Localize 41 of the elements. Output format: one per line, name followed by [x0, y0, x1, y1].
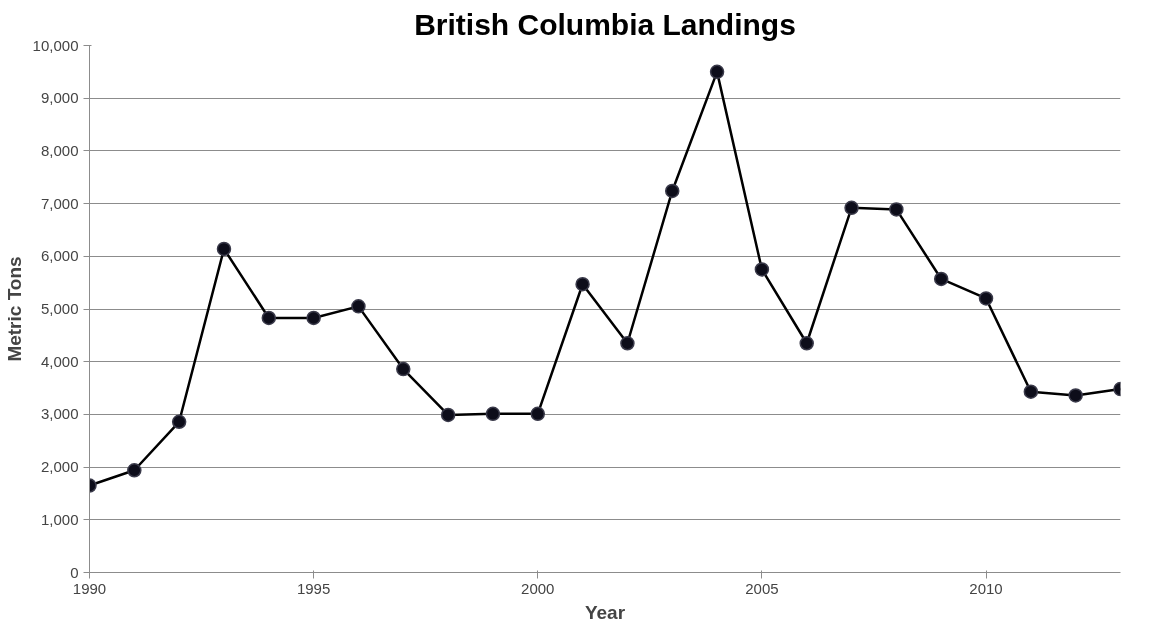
y-axis-title: Metric Tons: [3, 256, 25, 362]
point: [530, 406, 546, 422]
y-tick-label: 6,000: [40, 247, 79, 265]
x-tick-label: 2010: [969, 579, 1003, 597]
point: [889, 202, 904, 217]
point: [575, 276, 590, 292]
y-tick-label: 3,000: [40, 405, 79, 423]
x-tick-label: 2000: [521, 579, 555, 597]
y-tick-label: 5,000: [40, 300, 79, 317]
point: [306, 310, 321, 326]
point: [485, 406, 501, 422]
point: [1068, 388, 1083, 403]
point: [396, 361, 411, 377]
point: [933, 271, 949, 287]
y-tick-label: 4,000: [40, 352, 79, 370]
y-tick-label: 2,000: [40, 458, 79, 476]
point: [754, 262, 770, 277]
y-tick-label: 7,000: [40, 194, 79, 212]
x-tick-label: 1990: [72, 579, 107, 597]
point: [171, 414, 187, 430]
y-tick-label: 9,000: [40, 89, 79, 107]
y-tick-label: 0: [70, 563, 79, 581]
x-tick-label: 2005: [745, 579, 779, 597]
point: [620, 336, 635, 351]
point: [1023, 384, 1039, 399]
y-tick-label: 10,000: [32, 36, 79, 54]
point: [216, 241, 232, 257]
point: [844, 200, 859, 216]
point: [664, 183, 680, 199]
y-tick-label: 1,000: [40, 510, 79, 528]
point: [127, 463, 142, 478]
point: [709, 64, 725, 80]
point: [351, 299, 366, 314]
point: [440, 407, 456, 423]
x-axis-title: Year: [584, 601, 626, 623]
point: [799, 336, 814, 351]
point: [978, 291, 994, 306]
y-tick-label: 8,000: [40, 141, 79, 159]
x-tick-label: 1995: [296, 579, 331, 597]
point: [261, 310, 277, 326]
chart-title: British Columbia Landings: [414, 7, 796, 41]
